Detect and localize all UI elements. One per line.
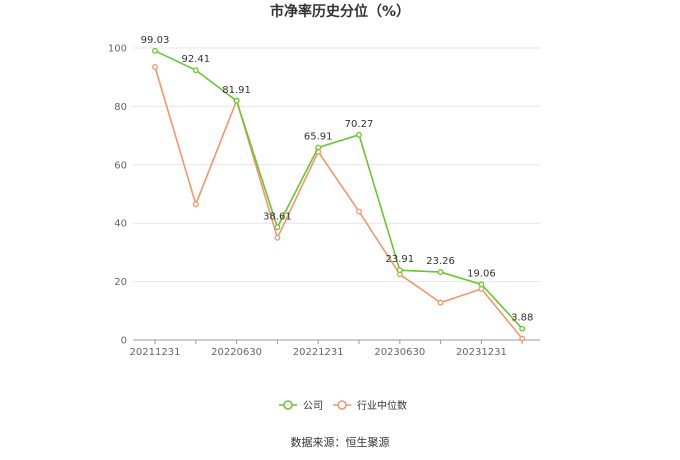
x-tick-label-20230630: 20230630 xyxy=(374,347,425,358)
series-line xyxy=(154,66,523,340)
axes: 0 20 40 60 80 100 20211231 20220630 20221231 2023… xyxy=(108,44,540,358)
y-tick-label-100: 100 xyxy=(108,44,127,55)
data-point-20230930[interactable] xyxy=(437,299,444,306)
data-label-20230930: 23.26 xyxy=(426,256,455,267)
legend-label: 行业中位数 xyxy=(357,399,407,412)
data-point-20211231[interactable] xyxy=(152,64,158,70)
legend-item-company[interactable]: 公司 xyxy=(279,400,323,412)
y-tick-label-60: 60 xyxy=(114,160,127,171)
y-tick-label-40: 40 xyxy=(114,219,127,230)
x-tick-label-20221231: 20221231 xyxy=(293,347,344,358)
data-point-20220930[interactable] xyxy=(274,224,281,231)
data-label-20211231: 99.03 xyxy=(141,35,170,46)
data-label-20220930: 38.61 xyxy=(263,211,292,222)
grid-lines xyxy=(133,47,540,283)
y-tick-label-80: 80 xyxy=(114,102,127,113)
data-label-20220331: 92.41 xyxy=(181,54,210,65)
legend-label: 公司 xyxy=(303,401,323,412)
x-tick-label-20220630: 20220630 xyxy=(211,347,262,358)
data-point-20221231[interactable] xyxy=(315,144,322,151)
data-label-20220630: 81.91 xyxy=(222,85,251,96)
data-point-20240331[interactable] xyxy=(519,325,526,332)
data-source: 数据来源：恒生聚源 xyxy=(291,435,390,449)
legend-marker xyxy=(337,400,347,410)
y-tick-label-20: 20 xyxy=(114,277,127,288)
data-label-20221231: 65.91 xyxy=(304,132,333,143)
data-point-20240331[interactable] xyxy=(519,335,526,342)
data-label-20230331: 70.27 xyxy=(345,119,374,130)
legend[interactable]: 公司 行业中位数 xyxy=(279,399,407,412)
data-point-20211231[interactable] xyxy=(152,47,158,54)
data-point-20220331[interactable] xyxy=(192,201,199,208)
data-label-20240331: 3.88 xyxy=(511,313,533,324)
x-tick-label-20211231: 20211231 xyxy=(130,347,181,358)
data-point-20220630[interactable] xyxy=(233,97,240,104)
data-point-20230331[interactable] xyxy=(356,208,362,215)
chart-title: 市净率历史分位（%） xyxy=(270,3,410,20)
data-label-20231231: 19.06 xyxy=(467,268,496,279)
data-point-20230630[interactable] xyxy=(396,267,403,274)
x-tick-label-20231231: 20231231 xyxy=(456,347,507,358)
legend-marker xyxy=(283,400,293,410)
series-line xyxy=(154,50,523,330)
series-layer: 99.03 92.41 81.91 38.61 65.91 70.27 23.91 23.26… xyxy=(141,35,533,342)
data-point-20230930[interactable] xyxy=(437,269,444,276)
y-tick-label-0: 0 xyxy=(121,336,127,347)
data-label-20230630: 23.91 xyxy=(385,254,414,265)
data-point-20231231[interactable] xyxy=(478,281,485,288)
legend-item-industry-median[interactable]: 行业中位数 xyxy=(333,399,407,412)
data-point-20220930[interactable] xyxy=(274,234,281,241)
data-point-20230331[interactable] xyxy=(356,131,362,138)
data-point-20220331[interactable] xyxy=(192,67,199,74)
series-company: 99.03 92.41 81.91 38.61 65.91 70.27 23.91 23.26… xyxy=(141,35,533,332)
